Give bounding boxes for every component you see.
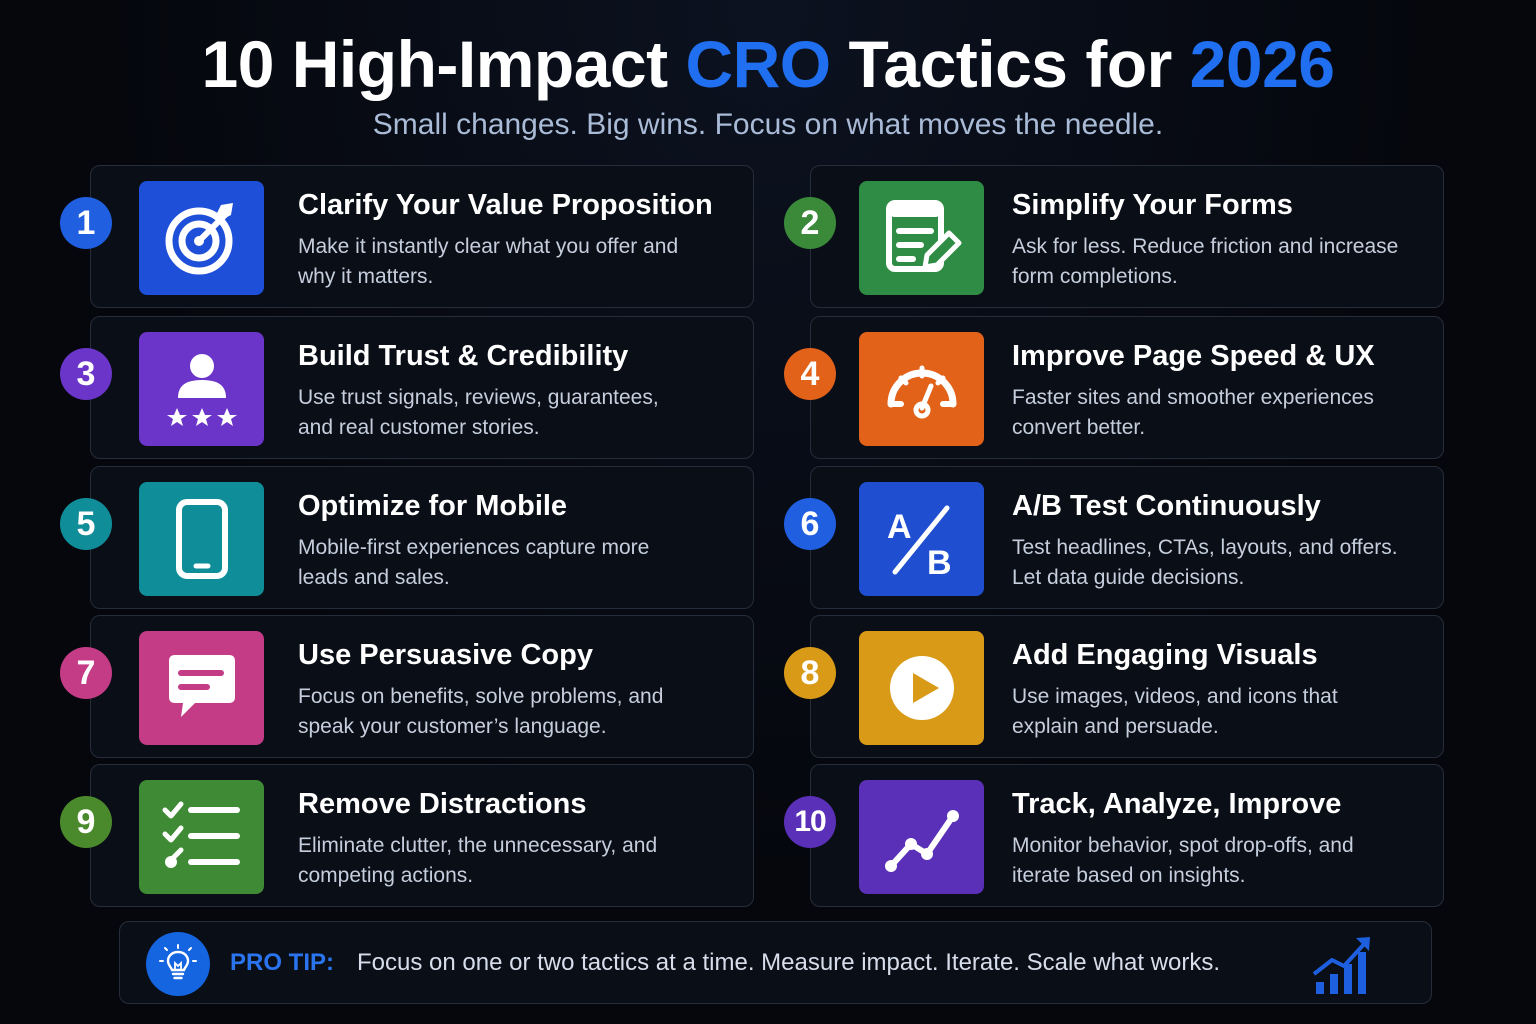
trend-line-icon (859, 780, 984, 894)
tactic-number-badge: 2 (784, 197, 836, 249)
tactic-description: Eliminate clutter, the unnecessary, and … (298, 834, 658, 887)
smartphone-icon (139, 482, 264, 596)
page-subtitle: Small changes. Big wins. Focus on what m… (372, 108, 1164, 141)
title-part-1: 10 High-Impact (201, 27, 686, 101)
tactic-description: Make it instantly clear what you offer a… (298, 235, 679, 288)
tactic-number-badge: 7 (60, 647, 112, 699)
title-accent-year: 2026 (1189, 27, 1335, 101)
tactic-number-badge: 1 (60, 197, 112, 249)
tactic-title: Remove Distractions (298, 788, 587, 820)
title-part-2: Tactics for (830, 27, 1190, 101)
target-icon (139, 181, 264, 295)
tactic-description: Focus on benefits, solve problems, and s… (298, 685, 664, 738)
tactic-description: Faster sites and smoother experiences co… (1012, 386, 1374, 439)
tactic-title: Add Engaging Visuals (1012, 639, 1318, 671)
chat-bubble-icon (139, 631, 264, 745)
tactic-title: Build Trust & Credibility (298, 340, 629, 372)
pro-tip-text: Focus on one or two tactics at a time. M… (357, 949, 1221, 976)
tactic-description: Monitor behavior, spot drop-offs, and it… (1012, 834, 1354, 887)
pro-tip-banner: PRO TIP: Focus on one or two tactics at … (119, 921, 1432, 1004)
tactic-number-badge: 6 (784, 498, 836, 550)
form-edit-icon (859, 181, 984, 295)
checklist-icon (139, 780, 264, 894)
tactic-description: Mobile-first experiences capture more le… (298, 536, 650, 589)
svg-text:B: B (927, 544, 952, 580)
tactic-description: Test headlines, CTAs, layouts, and offer… (1012, 536, 1398, 589)
tactic-title: Improve Page Speed & UX (1012, 340, 1375, 372)
tactic-title: Use Persuasive Copy (298, 639, 593, 671)
page-title: 10 High-Impact CRO Tactics for 2026 (0, 26, 1536, 102)
growth-chart-icon (1310, 934, 1374, 996)
tactic-title: Clarify Your Value Proposition (298, 189, 713, 221)
user-rating-icon (139, 332, 264, 446)
tactic-number-badge: 5 (60, 498, 112, 550)
tactic-number-badge: 3 (60, 348, 112, 400)
speedometer-icon (859, 332, 984, 446)
tactic-description: Use images, videos, and icons that expla… (1012, 685, 1338, 738)
pro-tip-label: PRO TIP: (230, 949, 335, 976)
tactic-number-badge: 4 (784, 348, 836, 400)
tactic-title: Track, Analyze, Improve (1012, 788, 1342, 820)
tactic-number-badge: 8 (784, 647, 836, 699)
tactic-number-badge: 10 (784, 796, 836, 848)
tactic-number-badge: 9 (60, 796, 112, 848)
tactic-title: Optimize for Mobile (298, 490, 568, 522)
tactic-title: A/B Test Continuously (1012, 490, 1321, 522)
lightbulb-icon (146, 932, 210, 996)
tactic-description: Use trust signals, reviews, guarantees, … (298, 386, 659, 439)
tactic-description: Ask for less. Reduce friction and increa… (1012, 235, 1399, 288)
play-icon (859, 631, 984, 745)
tactic-title: Simplify Your Forms (1012, 189, 1293, 221)
svg-text:A: A (887, 508, 912, 546)
title-accent-cro: CRO (685, 27, 831, 101)
